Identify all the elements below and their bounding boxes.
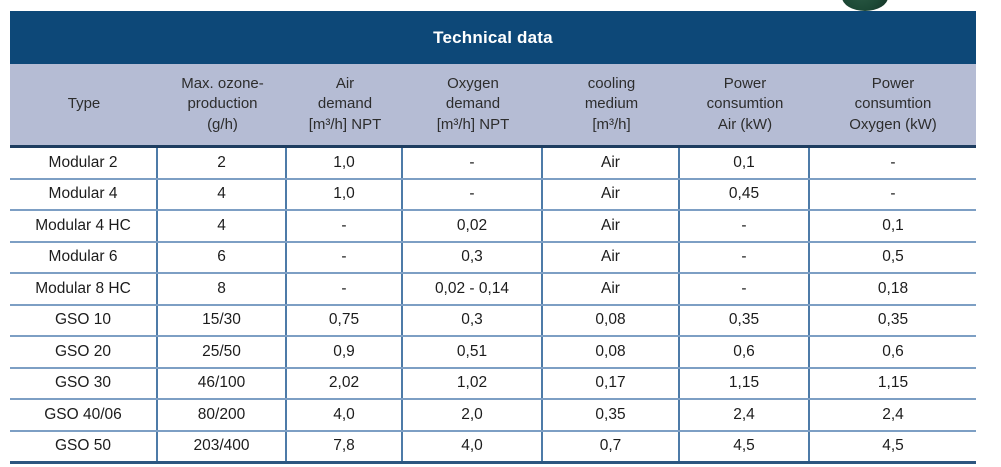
table-cell: 0,1 (680, 148, 810, 178)
table-cell: - (287, 211, 403, 241)
table-cell: GSO 10 (10, 305, 158, 335)
header-cell-type: Type (67, 95, 101, 113)
table-cell: 0,35 (543, 400, 680, 430)
table-row: GSO 10 15/30 0,75 0,3 0,08 0,35 0,35 (10, 305, 976, 337)
table-cell: Air (543, 148, 680, 178)
table-cell: Air (543, 274, 680, 304)
table-cell: - (287, 242, 403, 272)
table-cell: 0,18 (877, 279, 909, 297)
table-cell: 4 (158, 211, 287, 241)
table-cell: 4,5 (882, 437, 904, 455)
table-cell: 4,5 (680, 431, 810, 461)
table-cell: 1,0 (287, 148, 403, 178)
table-cell: - (403, 179, 543, 209)
table-cell: 25/50 (158, 337, 287, 367)
header-cell-power-consumtion-air: Power consumtion Air (kW) (706, 75, 784, 133)
table-row: GSO 30 46/100 2,02 1,02 0,17 1,15 1,15 (10, 368, 976, 400)
table-title-band: Technical data (10, 11, 976, 64)
table-cell: 2,0 (403, 400, 543, 430)
table-row: Modular 6 6-0,3 Air -0,5 (10, 242, 976, 274)
table-row: Modular 2 2 1,0- Air 0,1- (10, 148, 976, 180)
table-cell: 46/100 (158, 368, 287, 398)
header-cell-air-demand: Air demand [m³/h] NPT (308, 75, 382, 133)
header-cell-cooling-medium: cooling medium [m³/h] (584, 75, 639, 133)
table-cell: Modular 2 (10, 148, 158, 178)
table-cell: 2,4 (882, 405, 904, 423)
table-cell: 0,02 (403, 211, 543, 241)
table-cell: Modular 4 HC (10, 211, 158, 241)
table-cell: Modular 6 (10, 242, 158, 272)
table-row: GSO 20 25/50 0,9 0,51 0,08 0,6 0,6 (10, 337, 976, 369)
table-cell: 0,17 (543, 368, 680, 398)
header-cell-oxygen-demand: Oxygen demand [m³/h] NPT (436, 75, 510, 133)
table-cell: GSO 20 (10, 337, 158, 367)
table-cell: 4,0 (403, 431, 543, 461)
table-cell: 4 (158, 179, 287, 209)
header-cell-max-ozone-production: Max. ozone- production (g/h) (181, 75, 264, 133)
table-row: Modular 4 4 1,0- Air 0,45- (10, 179, 976, 211)
table-cell: 8 (158, 274, 287, 304)
header-cell-power-consumtion-oxygen: Power consumtion Oxygen (kW) (849, 75, 937, 133)
table-cell: 15/30 (158, 305, 287, 335)
table-cell: 0,3 (403, 242, 543, 272)
table-title: Technical data (433, 27, 553, 47)
table-row: GSO 50 203/400 7,8 4,0 0,7 4,5 4,5 (10, 431, 976, 461)
technical-data-table: Technical data Type Max. ozone- productio… (10, 11, 976, 464)
table-cell: 6 (158, 242, 287, 272)
table-cell: GSO 40/06 (10, 400, 158, 430)
table-row: Modular 8 HC 8-0,02 - 0,14 Air -0,18 (10, 274, 976, 306)
table-cell: 2,02 (287, 368, 403, 398)
table-cell: - (287, 274, 403, 304)
column-header-row: Type Max. ozone- production (g/h) Air dema… (10, 64, 976, 148)
table-cell: 203/400 (158, 431, 287, 461)
table-cell: 0,02 - 0,14 (403, 274, 543, 304)
table-cell: 0,45 (680, 179, 810, 209)
table-cell: 0,51 (403, 337, 543, 367)
table-cell: 0,6 (882, 342, 904, 360)
table-row: Modular 4 HC 4-0,02 Air -0,1 (10, 211, 976, 243)
table-cell: 1,0 (287, 179, 403, 209)
table-cell: Modular 8 HC (10, 274, 158, 304)
table-cell: 0,35 (877, 311, 909, 329)
table-cell: 0,5 (882, 248, 904, 266)
table-cell: 7,8 (287, 431, 403, 461)
table-cell: 4,0 (287, 400, 403, 430)
table-cell: GSO 50 (10, 431, 158, 461)
table-cell: 0,9 (287, 337, 403, 367)
table-cell: - (890, 185, 896, 203)
table-cell: Air (543, 242, 680, 272)
table-cell: 2,4 (680, 400, 810, 430)
table-cell: 2 (158, 148, 287, 178)
table-cell: Air (543, 211, 680, 241)
table-row: GSO 40/06 80/200 4,0 2,0 0,35 2,4 2,4 (10, 400, 976, 432)
table-cell: 0,7 (543, 431, 680, 461)
table-cell: 80/200 (158, 400, 287, 430)
green-sphere-decoration (842, 0, 888, 11)
table-cell: 0,6 (680, 337, 810, 367)
table-cell: 0,08 (543, 305, 680, 335)
table-cell: GSO 30 (10, 368, 158, 398)
table-cell: 0,08 (543, 337, 680, 367)
table-cell: - (680, 242, 810, 272)
table-cell: 0,3 (403, 305, 543, 335)
table-cell: Air (543, 179, 680, 209)
data-rows: Modular 2 2 1,0- Air 0,1- Modular 4 4 1,0- Air 0,… (10, 148, 976, 464)
table-cell: 0,75 (287, 305, 403, 335)
table-cell: 1,15 (680, 368, 810, 398)
table-cell: - (403, 148, 543, 178)
table-cell: - (680, 211, 810, 241)
table-cell: Modular 4 (10, 179, 158, 209)
table-cell: 0,1 (882, 216, 904, 234)
table-cell: - (890, 153, 896, 171)
table-cell: 1,15 (877, 374, 909, 392)
table-cell: 0,35 (680, 305, 810, 335)
table-cell: 1,02 (403, 368, 543, 398)
table-cell: - (680, 274, 810, 304)
